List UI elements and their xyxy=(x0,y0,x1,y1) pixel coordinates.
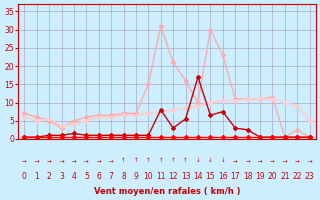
X-axis label: Vent moyen/en rafales ( km/h ): Vent moyen/en rafales ( km/h ) xyxy=(94,187,240,196)
